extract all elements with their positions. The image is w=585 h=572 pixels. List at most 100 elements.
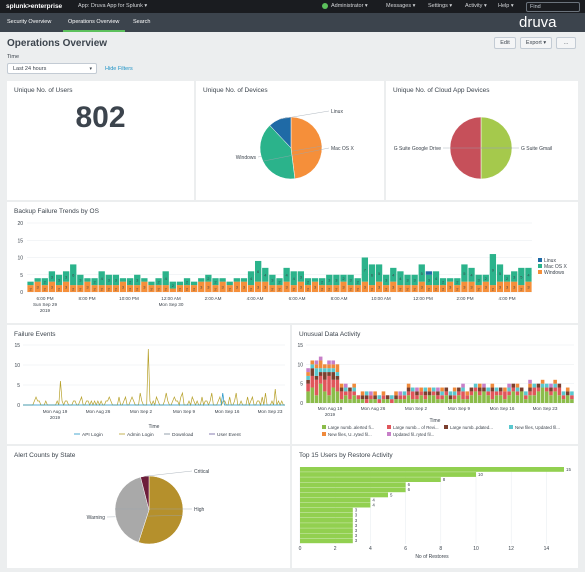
bar-data-label: 2 — [456, 279, 459, 284]
bar-data-label: 3 — [355, 508, 358, 513]
y-tick-label: 15 — [14, 343, 20, 349]
bar-segment — [314, 368, 319, 376]
bar-segment — [134, 274, 141, 286]
bar-segment — [448, 391, 453, 396]
bar-data-label: 4 — [392, 273, 395, 278]
bar-segment — [347, 274, 354, 286]
bar-segment — [375, 281, 383, 292]
bar-segment — [431, 387, 436, 392]
bar-segment — [494, 395, 499, 403]
bar-segment — [297, 281, 304, 292]
more-button[interactable]: ... — [556, 37, 576, 49]
bar-segment — [233, 281, 240, 292]
bar-segment — [431, 395, 436, 403]
bar-segment — [423, 387, 428, 392]
x-tick-label: Mon Aug 19 — [318, 406, 343, 411]
bar-data-label: 2 — [136, 286, 139, 291]
user-menu[interactable]: Administrator ▾ — [331, 3, 368, 9]
bar-data-label: 3 — [355, 538, 358, 543]
bar-segment — [415, 387, 419, 392]
bar-segment — [348, 387, 352, 392]
messages-menu[interactable]: Messages ▾ — [386, 3, 416, 9]
bar-data-label: 3 — [300, 285, 303, 290]
pie-label: High — [194, 507, 205, 513]
bar-segment — [84, 281, 91, 292]
bar-data-label: 9 — [492, 267, 495, 272]
splunk-logo[interactable]: splunk>enterprise — [6, 2, 63, 10]
bar-data-label: 2 — [214, 279, 217, 284]
bar-data-label: 2 — [93, 279, 96, 284]
bar-data-label: 3 — [314, 285, 317, 290]
bar-segment — [452, 395, 457, 400]
bar-segment — [528, 379, 532, 384]
bar-segment — [306, 383, 310, 392]
panel-unique-users: Unique No. of Users 802 — [7, 81, 194, 200]
bar-data-label: 2 — [435, 286, 438, 291]
x-tick-label: 4:00 AM — [247, 296, 264, 301]
time-picker[interactable]: Last 24 hours ▾ — [7, 63, 97, 74]
pie-leader-line — [144, 470, 193, 477]
bar-data-label: 3 — [406, 278, 409, 283]
bar-segment — [477, 395, 482, 403]
x-tick-label: Mon Sep 16 — [490, 406, 515, 411]
settings-menu[interactable]: Settings ▾ — [428, 3, 453, 9]
bar-segment — [343, 387, 348, 392]
panel-title: Unique No. of Devices — [203, 87, 268, 94]
bar-segment — [461, 281, 468, 292]
edit-button[interactable]: Edit — [494, 37, 516, 49]
bar-data-label: 3 — [207, 285, 210, 290]
y-tick-label: 15 — [17, 238, 23, 244]
x-tick-label: 2019 — [325, 412, 336, 417]
activity-menu[interactable]: Activity ▾ — [465, 3, 487, 9]
bar-segment — [489, 285, 497, 292]
bar-segment — [482, 281, 489, 292]
bar-data-label: 3 — [115, 278, 118, 283]
bar-segment — [511, 383, 516, 388]
find-input[interactable]: Find — [526, 1, 580, 12]
bar-segment — [423, 391, 428, 396]
bar-data-label: 8 — [443, 477, 446, 482]
export-button[interactable]: Export ▾ — [520, 37, 552, 49]
bar-segment — [494, 391, 499, 396]
bar-segment — [447, 278, 454, 282]
x-tick-label: Mon Aug 26 — [361, 406, 386, 411]
x-tick-label: Mon Sep 9 — [173, 409, 196, 414]
bar-segment — [55, 274, 63, 286]
bar-segment — [452, 391, 457, 396]
bar-data-label: 3 — [221, 285, 224, 290]
tab-search[interactable]: Search — [133, 19, 151, 25]
help-menu[interactable]: Help ▾ — [498, 3, 514, 9]
bar — [300, 502, 371, 508]
bar-data-label: 4 — [285, 273, 288, 278]
bar-segment — [390, 281, 397, 292]
bar-segment — [425, 271, 433, 275]
bar-segment — [432, 271, 440, 286]
bar-segment — [452, 399, 457, 403]
bar-segment — [327, 372, 331, 376]
bar-segment — [323, 379, 327, 392]
chevron-down-icon: ▾ — [89, 66, 92, 72]
druva-logo: druva — [519, 14, 557, 31]
bar-segment — [439, 278, 447, 286]
bar-segment — [570, 391, 574, 396]
bar-segment — [440, 391, 444, 396]
x-tick-label: Mon Sep 2 — [405, 406, 428, 411]
x-tick-label: Mon Sep 9 — [448, 406, 471, 411]
app-menu[interactable]: App: Druva App for Splunk ▾ — [78, 3, 148, 9]
bar-segment — [385, 395, 390, 400]
legend-label: API Login — [82, 432, 103, 438]
bar-data-label: 2 — [371, 286, 374, 291]
bar-segment — [126, 278, 134, 286]
bar-segment — [381, 399, 386, 403]
legend-swatch — [538, 264, 542, 268]
bar-segment — [91, 285, 98, 292]
tab-security-overview[interactable]: Security Overview — [7, 19, 52, 25]
bar-segment — [427, 395, 432, 403]
hide-filters-link[interactable]: Hide Filters — [105, 66, 133, 72]
bar-data-label: 5 — [463, 271, 466, 276]
bar-segment — [190, 285, 198, 292]
tab-operations-overview[interactable]: Operations Overview — [68, 19, 120, 25]
bar-segment — [528, 395, 532, 403]
page-title: Operations Overview — [7, 38, 108, 49]
bar-data-label: 2 — [278, 279, 281, 284]
